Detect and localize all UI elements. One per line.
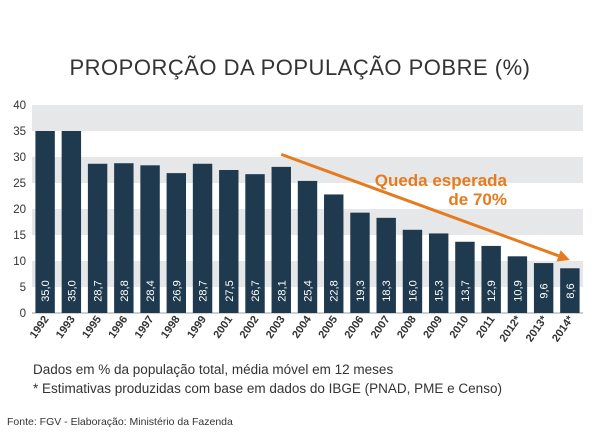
x-tick-label: 1996 [106, 314, 130, 341]
footnote-estimates: * Estimativas produzidas com base em dad… [33, 381, 502, 396]
bar-value-label: 16,0 [407, 280, 419, 301]
bar [166, 173, 187, 313]
bar [297, 180, 318, 313]
trend-arrow-head [556, 250, 570, 262]
y-tick-label: 30 [13, 152, 26, 164]
x-tick-label: 2014* [550, 313, 577, 344]
bar [533, 263, 554, 313]
bar [245, 174, 265, 313]
x-tick-label: 2003 [264, 314, 288, 341]
bar [324, 194, 344, 313]
bar [192, 163, 213, 313]
bar [271, 166, 291, 313]
y-tick-label: 35 [13, 126, 26, 138]
bar [428, 233, 449, 313]
trend-arrow-line [280, 152, 560, 258]
bars [35, 131, 580, 313]
x-tick-label: 2004 [290, 313, 314, 341]
bar-value-label: 28,4 [145, 280, 157, 301]
x-tick-label: 2008 [395, 314, 419, 341]
bar [455, 241, 475, 313]
bar [140, 165, 160, 313]
chart-title: PROPORÇÃO DA POPULAÇÃO POBRE (%) [69, 55, 531, 80]
x-tick-label: 2007 [369, 314, 393, 341]
bar-value-label: 35,0 [66, 280, 78, 301]
x-tick-label: 1993 [54, 314, 78, 341]
bar-value-labels: 35,0 35,0 28,7 28,8 28,4 26,9 28,7 27,5 26,7 28,1… [40, 280, 577, 301]
x-tick-label: 2011 [474, 314, 498, 340]
x-tick-label: 1995 [80, 314, 104, 341]
bar [219, 170, 239, 313]
bar-value-label: 35,0 [40, 280, 52, 301]
y-tick-label: 20 [13, 204, 26, 216]
bar-value-label: 8,6 [565, 283, 577, 298]
x-tick-label: 2012* [498, 313, 525, 344]
bar-value-label: 22,8 [329, 280, 341, 301]
bar [35, 131, 55, 313]
bar [507, 256, 528, 313]
bar [560, 268, 580, 313]
y-tick-label: 15 [13, 230, 26, 242]
x-tick-label: 2009 [421, 314, 445, 341]
bar-value-label: 26,9 [171, 280, 183, 301]
x-tick-label: 1992 [28, 314, 52, 341]
bar-value-label: 9,6 [539, 283, 551, 298]
bar-value-label: 28,1 [276, 280, 288, 301]
footnote-data: Dados em % da população total, média móv… [33, 362, 394, 377]
bar [61, 131, 82, 313]
bar [350, 212, 370, 313]
x-tick-label: 1999 [185, 314, 209, 341]
bar-value-label: 19,3 [355, 280, 367, 301]
bar-value-label: 15,3 [434, 280, 446, 301]
y-axis-ticks: 0 5 10 15 20 25 30 35 40 [13, 100, 26, 320]
bar-value-label: 25,4 [303, 280, 315, 301]
x-tick-label: 2010 [448, 314, 472, 341]
x-tick-label: 2002 [238, 314, 262, 341]
x-tick-label: 2006 [343, 314, 367, 341]
bar-value-label: 27,5 [224, 280, 236, 301]
bar-value-label: 10,9 [512, 280, 524, 301]
x-axis-ticks: 1992 1993 1995 1996 1997 1998 1999 2001 2002 2003… [28, 313, 577, 344]
bar-value-label: 13,7 [460, 280, 472, 301]
y-tick-label: 10 [13, 256, 26, 268]
x-tick-label: 1998 [159, 314, 183, 341]
y-tick-label: 5 [20, 282, 26, 294]
bar-value-label: 28,8 [119, 280, 131, 301]
source-credit: Fonte: FGV - Elaboração: Ministério da F… [7, 416, 233, 428]
annotation-line1: Queda esperada [375, 171, 508, 190]
bar [87, 163, 108, 313]
y-tick-label: 0 [20, 308, 26, 320]
y-tick-label: 25 [13, 178, 26, 190]
bar-value-label: 12,9 [486, 280, 498, 301]
x-tick-label: 2001 [211, 314, 235, 341]
y-tick-label: 40 [13, 100, 26, 112]
bar-value-label: 26,7 [250, 280, 262, 301]
x-tick-label: 2013* [524, 313, 551, 344]
x-tick-label: 1997 [133, 314, 157, 341]
x-tick-label: 2005 [316, 314, 340, 341]
bar-value-label: 28,7 [93, 280, 105, 301]
bar [402, 229, 423, 313]
bar-value-label: 28,7 [198, 280, 210, 301]
bar-value-label: 18,3 [381, 280, 393, 301]
annotation-line2: de 70% [448, 190, 507, 209]
bar [114, 163, 134, 313]
bar [376, 217, 396, 313]
grid-band [32, 105, 583, 131]
bar [481, 245, 501, 313]
